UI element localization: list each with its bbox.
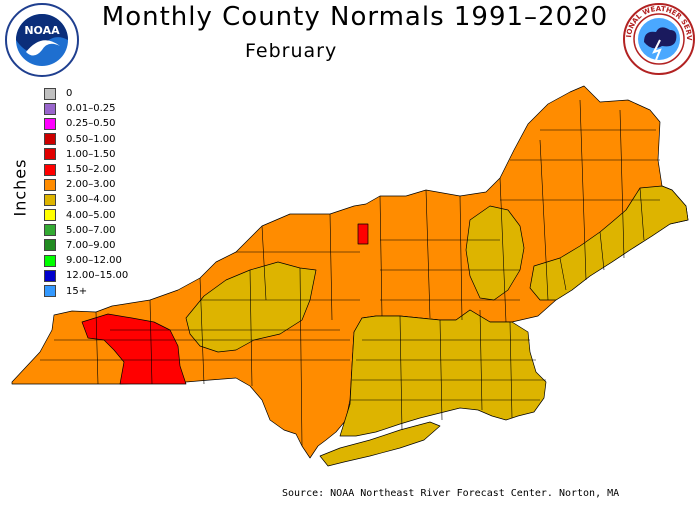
legend-swatch (44, 239, 56, 252)
legend-label: 0 (66, 88, 73, 100)
legend-item: 1.50–2.00 (44, 162, 128, 177)
legend-swatch (44, 209, 56, 222)
nws-logo-icon: NATIONAL WEATHER SERVICE (622, 2, 695, 75)
map-title: Monthly County Normals 1991–2020 (101, 2, 609, 32)
map-subtitle: February (245, 40, 338, 62)
legend-swatch (44, 163, 56, 176)
region-red-strip (357, 223, 369, 245)
legend-swatch (44, 224, 56, 237)
legend-swatch (44, 285, 56, 298)
legend-item: 0.01–0.25 (44, 101, 128, 116)
region-red (81, 313, 187, 385)
legend-label: 2.00–3.00 (66, 179, 116, 191)
legend-swatch (44, 178, 56, 191)
legend-item: 12.00–15.00 (44, 268, 128, 283)
legend-label: 12.00–15.00 (66, 270, 129, 282)
region-gold-south (339, 309, 547, 437)
legend-swatch (44, 148, 56, 161)
legend-item: 0 (44, 86, 128, 101)
legend-label: 3.00–4.00 (66, 194, 116, 206)
legend-item: 2.00–3.00 (44, 177, 128, 192)
legend-label: 1.00–1.50 (66, 148, 116, 160)
legend-label: 0.50–1.00 (66, 133, 116, 145)
legend-item: 9.00–12.00 (44, 253, 128, 268)
legend-label: 15+ (66, 285, 88, 297)
legend-label: 0.01–0.25 (66, 103, 116, 115)
legend-label: 5.00–7.00 (66, 224, 116, 236)
legend-item: 7.00–9.00 (44, 238, 128, 253)
legend-item: 0.50–1.00 (44, 132, 128, 147)
region-gold-ny (185, 261, 317, 353)
legend-item: 1.00–1.50 (44, 147, 128, 162)
legend-label: 1.50–2.00 (66, 164, 116, 176)
legend-item: 0.25–0.50 (44, 116, 128, 131)
region-gold-maine (529, 185, 689, 301)
region-gold-longisland (319, 421, 441, 467)
legend-swatch (44, 133, 56, 146)
legend-label: 7.00–9.00 (66, 239, 116, 251)
legend-swatch (44, 117, 56, 130)
legend-label: 9.00–12.00 (66, 255, 122, 267)
legend-item: 4.00–5.00 (44, 208, 128, 223)
legend-swatch (44, 87, 56, 100)
noaa-logo-text: NOAA (24, 24, 60, 37)
legend-item: 5.00–7.00 (44, 223, 128, 238)
source-note: Source: NOAA Northeast River Forecast Ce… (282, 488, 620, 499)
legend-label: 4.00–5.00 (66, 209, 116, 221)
legend-item: 15+ (44, 283, 128, 298)
legend-swatch (44, 269, 56, 282)
legend-swatch (44, 254, 56, 267)
noaa-logo-icon: NOAA (5, 3, 79, 77)
region-gold-nh (465, 205, 525, 301)
legend: 0 0.01–0.25 0.25–0.50 0.50–1.00 1.00–1.50 1.5… (44, 86, 128, 299)
legend-swatch (44, 193, 56, 206)
legend-label: 0.25–0.50 (66, 118, 116, 130)
legend-item: 3.00–4.00 (44, 192, 128, 207)
legend-swatch (44, 102, 56, 115)
